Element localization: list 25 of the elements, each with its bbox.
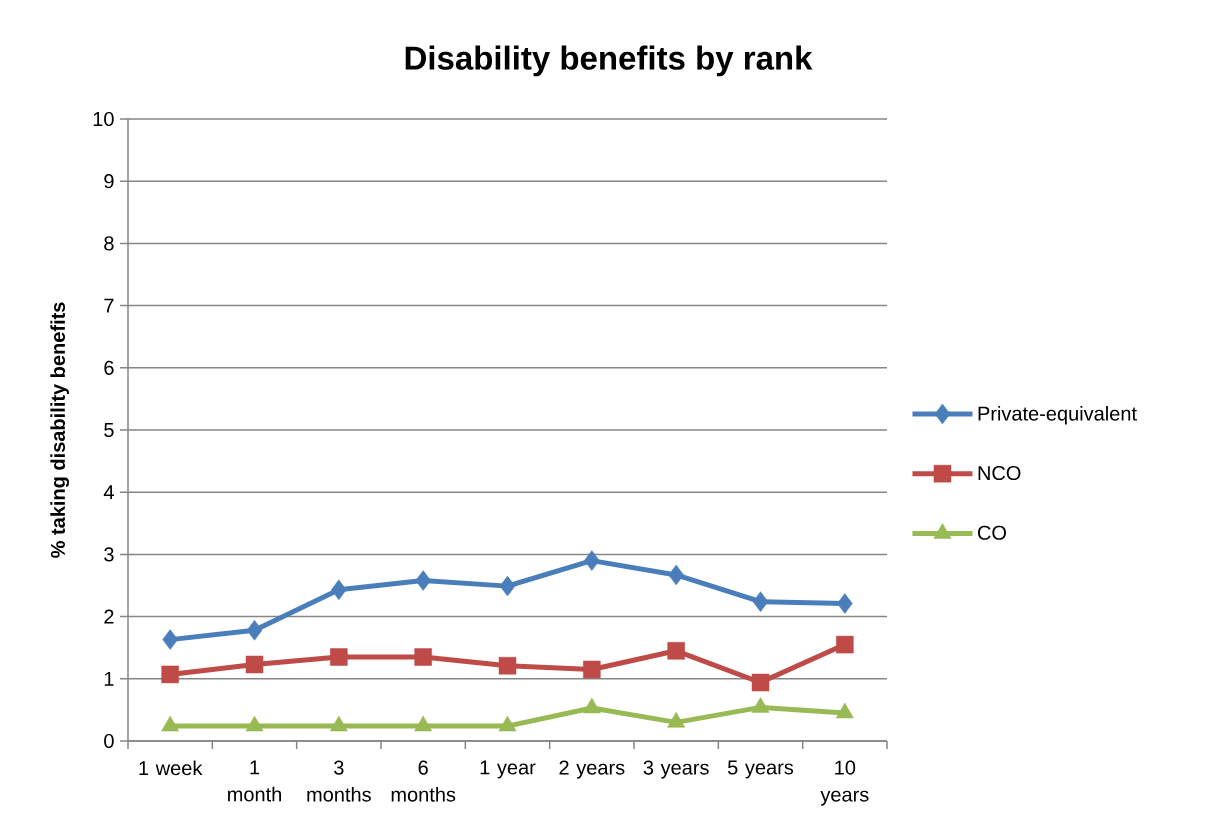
legend-label: CO <box>977 525 1006 540</box>
x-tick-label: 3 months <box>307 760 371 802</box>
x-tick-label: 2 years <box>559 760 625 779</box>
y-axis-title: % taking disability benefits <box>50 302 70 558</box>
y-tick-label: 3 <box>104 547 114 562</box>
y-tick-label: 8 <box>104 236 114 251</box>
legend-label: NCO <box>978 465 1021 481</box>
x-tick-label: 3 years <box>643 760 709 779</box>
x-tick-label: 10 years <box>820 760 869 806</box>
chart-title: Disability benefits by rank <box>405 45 813 77</box>
y-tick-label: 7 <box>104 298 114 313</box>
x-tick-label: 1 year <box>480 760 536 779</box>
y-tick-label: 10 <box>93 111 114 127</box>
y-tick-label: 0 <box>104 733 114 749</box>
y-tick-label: 1 <box>104 671 114 686</box>
y-tick-label: 6 <box>104 360 114 375</box>
legend-label: Private-equivalent <box>978 405 1137 425</box>
y-tick-label: 4 <box>103 485 114 500</box>
x-tick-label: 1 month <box>228 760 281 802</box>
y-tick-label: 2 <box>104 609 114 624</box>
x-tick-label: 1 week <box>139 760 203 776</box>
x-tick-label: 6 months <box>391 760 456 802</box>
x-tick-label: 5 years <box>727 760 794 779</box>
y-tick-label: 5 <box>104 423 114 437</box>
y-tick-label: 9 <box>104 174 114 189</box>
